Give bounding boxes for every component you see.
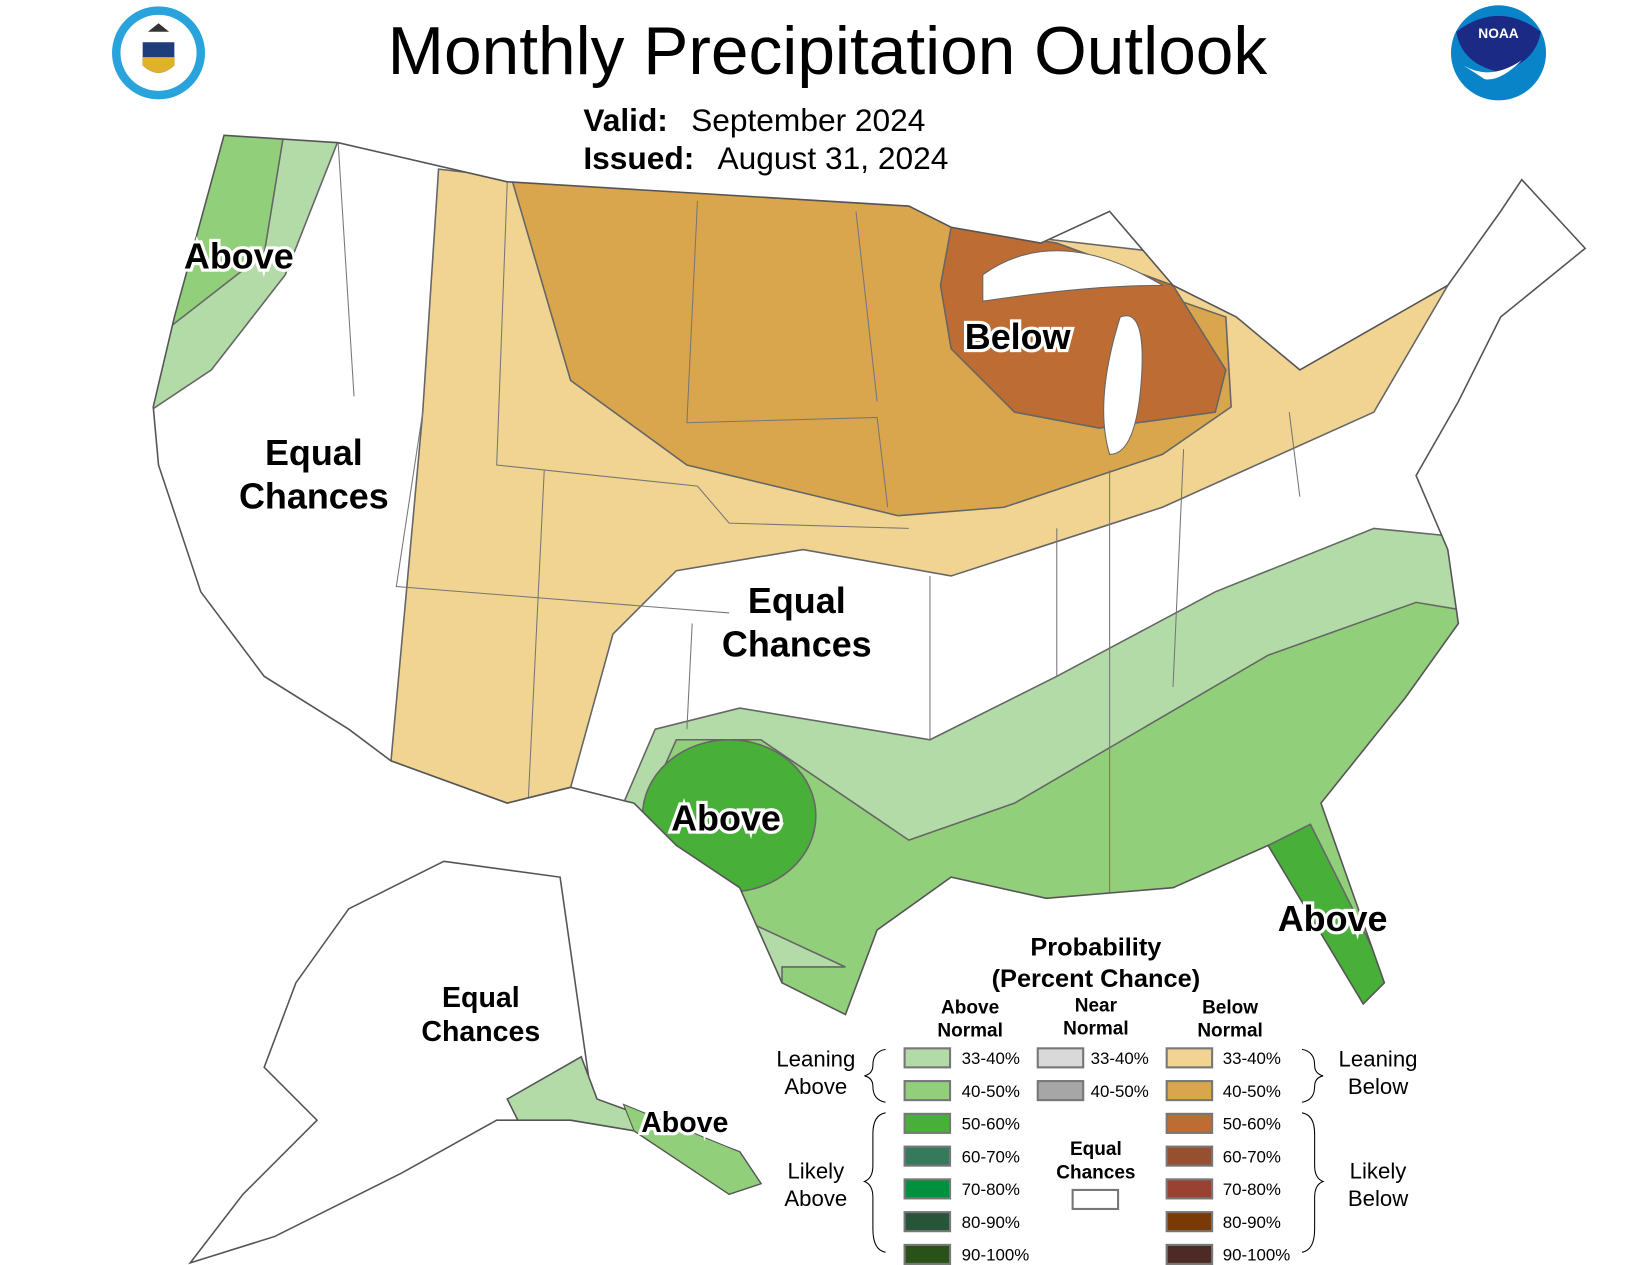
- legend-range-above-4: 70-80%: [962, 1180, 1020, 1199]
- likely-above-1: Likely: [787, 1158, 845, 1183]
- swatch-below-0: [1165, 1047, 1214, 1069]
- page-title: Monthly Precipitation Outlook: [388, 14, 1268, 89]
- col-above-2: Normal: [937, 1021, 1003, 1042]
- label-central-equal: Equal: [748, 580, 846, 621]
- likely-below-2: Below: [1348, 1186, 1409, 1211]
- legend-range-below-4: 70-80%: [1223, 1180, 1281, 1199]
- label-ak-equal: Equal: [442, 982, 520, 1014]
- swatch-below-2: [1165, 1112, 1214, 1134]
- equal-chances-2: Chances: [1056, 1162, 1135, 1183]
- equal-chances-1: Equal: [1070, 1139, 1122, 1160]
- leaning-below-1: Leaning: [1339, 1046, 1418, 1071]
- swatch-below-1: [1165, 1080, 1214, 1102]
- leaning-above-2: Above: [784, 1074, 847, 1099]
- label-fl-above: Above: [1278, 898, 1388, 939]
- lake-michigan: [1103, 315, 1143, 455]
- swatch-below-6: [1165, 1243, 1214, 1265]
- legend-range-below-5: 80-90%: [1223, 1213, 1281, 1232]
- col-below-1: Below: [1202, 997, 1258, 1018]
- label-west-equal: Equal: [265, 432, 363, 473]
- noaa-text: NOAA: [1478, 26, 1518, 41]
- swatch-below-3: [1165, 1145, 1214, 1167]
- leaning-below-2: Below: [1348, 1074, 1409, 1099]
- label-below: Below: [965, 316, 1072, 357]
- legend-range-above-3: 60-70%: [962, 1147, 1020, 1166]
- legend-range-above-5: 80-90%: [962, 1213, 1020, 1232]
- legend: Probability (Percent Chance) Above Norma…: [776, 933, 1418, 1265]
- map-labels: Above Equal Chances Below Equal Chances …: [181, 232, 1391, 1142]
- label-ak-above: Above: [641, 1107, 728, 1139]
- brace-likely-above: [862, 1112, 886, 1253]
- swatch-above-6: [903, 1243, 952, 1265]
- legend-range-above-0: 33-40%: [962, 1049, 1020, 1068]
- lake-superior: [982, 250, 1165, 302]
- legend-title: Probability: [1030, 933, 1161, 961]
- issued-label: Issued:: [583, 140, 694, 176]
- valid-value: September 2024: [691, 102, 925, 138]
- col-above-1: Above: [941, 997, 999, 1018]
- likely-below-1: Likely: [1350, 1158, 1408, 1183]
- legend-subtitle: (Percent Chance): [992, 965, 1201, 993]
- label-west-chances: Chances: [239, 475, 389, 516]
- col-below-2: Normal: [1197, 1021, 1263, 1042]
- legend-range-below-0: 33-40%: [1223, 1049, 1281, 1068]
- col-near-1: Near: [1075, 995, 1118, 1016]
- col-near-2: Normal: [1063, 1019, 1129, 1040]
- swatch-above-3: [903, 1145, 952, 1167]
- legend-range-below-1: 40-50%: [1223, 1082, 1281, 1101]
- legend-range-above-2: 50-60%: [962, 1115, 1020, 1134]
- brace-leaning-above: [864, 1048, 886, 1103]
- legend-range-below-3: 60-70%: [1223, 1147, 1281, 1166]
- brace-leaning-below: [1301, 1048, 1324, 1103]
- leaning-above-1: Leaning: [776, 1046, 855, 1071]
- swatch-below-5: [1165, 1211, 1214, 1233]
- label-tx-above: Above: [671, 798, 781, 839]
- swatch-equal-chances: [1071, 1188, 1120, 1211]
- swatch-above-0: [903, 1047, 952, 1069]
- brace-likely-below: [1301, 1112, 1325, 1253]
- swatch-near-1: [1036, 1080, 1085, 1102]
- legend-range-below-2: 50-60%: [1223, 1115, 1281, 1134]
- alaska: [188, 860, 763, 1265]
- swatch-above-4: [903, 1178, 952, 1200]
- legend-range-above-1: 40-50%: [962, 1082, 1020, 1101]
- swatch-above-1: [903, 1080, 952, 1102]
- label-nw-above: Above: [184, 235, 294, 276]
- legend-range-below-6: 90-100%: [1223, 1246, 1291, 1265]
- legend-range-above-6: 90-100%: [962, 1246, 1030, 1265]
- issued-value: August 31, 2024: [718, 140, 949, 176]
- swatch-near-0: [1036, 1047, 1085, 1069]
- legend-range-near-1: 40-50%: [1091, 1082, 1149, 1101]
- likely-above-2: Above: [784, 1186, 847, 1211]
- label-ak-chances: Chances: [421, 1016, 540, 1048]
- legend-range-near-0: 33-40%: [1091, 1049, 1149, 1068]
- swatch-above-2: [903, 1112, 952, 1134]
- label-central-chances: Chances: [722, 623, 872, 664]
- swatch-below-4: [1165, 1178, 1214, 1200]
- noaa-logo: NOAA: [1450, 5, 1547, 101]
- valid-label: Valid:: [583, 102, 668, 138]
- swatch-above-5: [903, 1211, 952, 1233]
- department-of-commerce-seal: [112, 6, 206, 100]
